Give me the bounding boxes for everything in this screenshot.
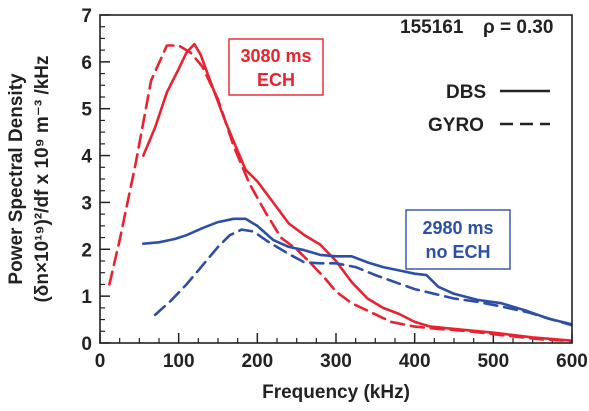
x-tick-label: 200 bbox=[241, 351, 273, 372]
x-tick-label: 600 bbox=[556, 351, 588, 372]
y-tick-label: 7 bbox=[81, 6, 92, 27]
ech-off-time: 2980 ms bbox=[422, 218, 493, 238]
rho-label: ρ = 0.30 bbox=[483, 17, 553, 38]
ech-off-label: no ECH bbox=[426, 242, 491, 262]
ech-off-box bbox=[405, 209, 511, 270]
x-axis-label: Frequency (kHz) bbox=[262, 382, 410, 403]
legend: DBS GYRO bbox=[428, 82, 550, 136]
series-layer bbox=[108, 42, 572, 343]
y-tick-label: 4 bbox=[81, 147, 92, 168]
ech-on-label: ECH bbox=[257, 70, 295, 90]
x-tick-label: 300 bbox=[320, 351, 352, 372]
y-tick-label: 6 bbox=[81, 53, 92, 74]
y-tick-label: 5 bbox=[81, 100, 92, 121]
x-tick-label: 0 bbox=[95, 351, 106, 372]
x-tick-label: 100 bbox=[163, 351, 195, 372]
plot-frame bbox=[99, 14, 573, 344]
series-ech-gyro-line bbox=[108, 44, 572, 343]
x-tick-label: 400 bbox=[399, 351, 431, 372]
ech-on-time: 3080 ms bbox=[240, 46, 311, 66]
y-axis-label-line2: (δn×10¹⁹)²/df x 10⁹ m⁻³ /kHz bbox=[32, 55, 53, 302]
y-axis-label-line1: Power Spectral Density bbox=[6, 73, 27, 285]
series-no-ech-gyro-line bbox=[153, 228, 572, 327]
series-ech-dbs-line bbox=[142, 42, 572, 342]
y-tick-label: 1 bbox=[81, 287, 92, 308]
legend-label-dbs: DBS bbox=[446, 82, 486, 103]
shot-number: 155161 bbox=[400, 17, 464, 38]
x-tick-label: 500 bbox=[477, 351, 509, 372]
y-tick-label: 0 bbox=[81, 334, 92, 355]
axis-ticks: 0 100 200 300 400 500 600 0 1 2 3 4 5 6 7 bbox=[81, 6, 587, 372]
series-no-ech-dbs-line bbox=[142, 217, 572, 326]
ech-on-box bbox=[228, 38, 324, 96]
legend-label-gyro: GYRO bbox=[428, 115, 484, 136]
y-tick-label: 2 bbox=[81, 240, 92, 261]
y-tick-label: 3 bbox=[81, 193, 92, 214]
